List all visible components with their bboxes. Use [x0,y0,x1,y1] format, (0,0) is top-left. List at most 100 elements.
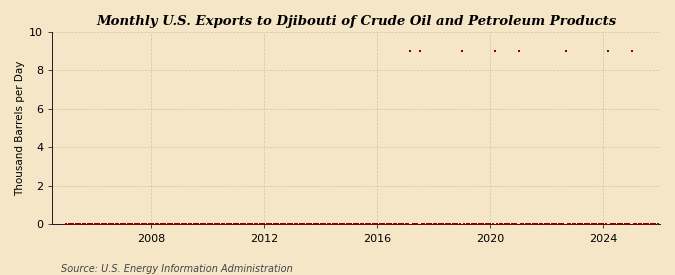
Point [587,222,597,227]
Point [143,222,154,227]
Point [473,222,484,227]
Point [462,222,472,227]
Point [546,222,557,227]
Point [624,222,634,227]
Point [565,222,576,227]
Point [122,222,133,227]
Y-axis label: Thousand Barrels per Day: Thousand Barrels per Day [15,60,25,196]
Point [315,222,326,227]
Point [511,222,522,227]
Point [92,222,103,227]
Point [280,222,291,227]
Point [337,222,348,227]
Point [327,222,338,227]
Point [165,222,176,227]
Point [277,222,288,227]
Point [179,222,190,227]
Point [386,222,397,227]
Point [537,222,547,227]
Point [282,222,293,227]
Point [631,222,642,227]
Point [407,222,418,227]
Point [610,222,620,227]
Point [643,222,653,227]
Point [424,222,435,227]
Point [364,222,375,227]
Point [412,222,423,227]
Point [539,222,550,227]
Point [485,222,495,227]
Point [591,222,602,227]
Point [577,222,588,227]
Point [160,222,171,227]
Point [551,222,562,227]
Point [483,222,493,227]
Point [136,222,147,227]
Point [132,222,142,227]
Point [221,222,232,227]
Point [377,222,387,227]
Point [275,222,286,227]
Point [532,222,543,227]
Point [652,222,663,227]
Point [574,222,585,227]
Point [497,222,508,227]
Point [82,222,93,227]
Point [454,222,465,227]
Point [124,222,135,227]
Point [141,222,152,227]
Point [556,222,566,227]
Title: Monthly U.S. Exports to Djibouti of Crude Oil and Petroleum Products: Monthly U.S. Exports to Djibouti of Crud… [96,15,616,28]
Point [530,222,541,227]
Point [106,222,117,227]
Point [186,222,196,227]
Point [464,222,475,227]
Point [146,222,157,227]
Point [410,222,421,227]
Point [138,222,149,227]
Point [268,222,279,227]
Point [438,222,449,227]
Point [252,222,263,227]
Point [261,222,272,227]
Point [323,222,333,227]
Point [94,222,105,227]
Point [155,222,166,227]
Point [174,222,185,227]
Point [75,222,86,227]
Point [346,222,357,227]
Point [129,222,140,227]
Point [459,222,470,227]
Point [628,222,639,227]
Point [296,222,307,227]
Point [271,222,281,227]
Point [70,222,81,227]
Point [219,222,230,227]
Point [193,222,204,227]
Point [601,222,612,227]
Point [310,222,321,227]
Point [487,222,498,227]
Point [209,222,220,227]
Point [593,222,604,227]
Point [448,222,458,227]
Point [516,222,526,227]
Point [169,222,180,227]
Point [148,222,159,227]
Point [127,222,138,227]
Point [351,222,362,227]
Point [419,222,430,227]
Point [318,222,329,227]
Point [421,222,432,227]
Point [478,222,489,227]
Point [117,222,128,227]
Point [518,222,529,227]
Point [249,222,260,227]
Point [398,222,408,227]
Point [429,222,439,227]
Point [228,222,239,227]
Point [111,222,122,227]
Point [598,222,609,227]
Point [570,222,580,227]
Point [238,222,248,227]
